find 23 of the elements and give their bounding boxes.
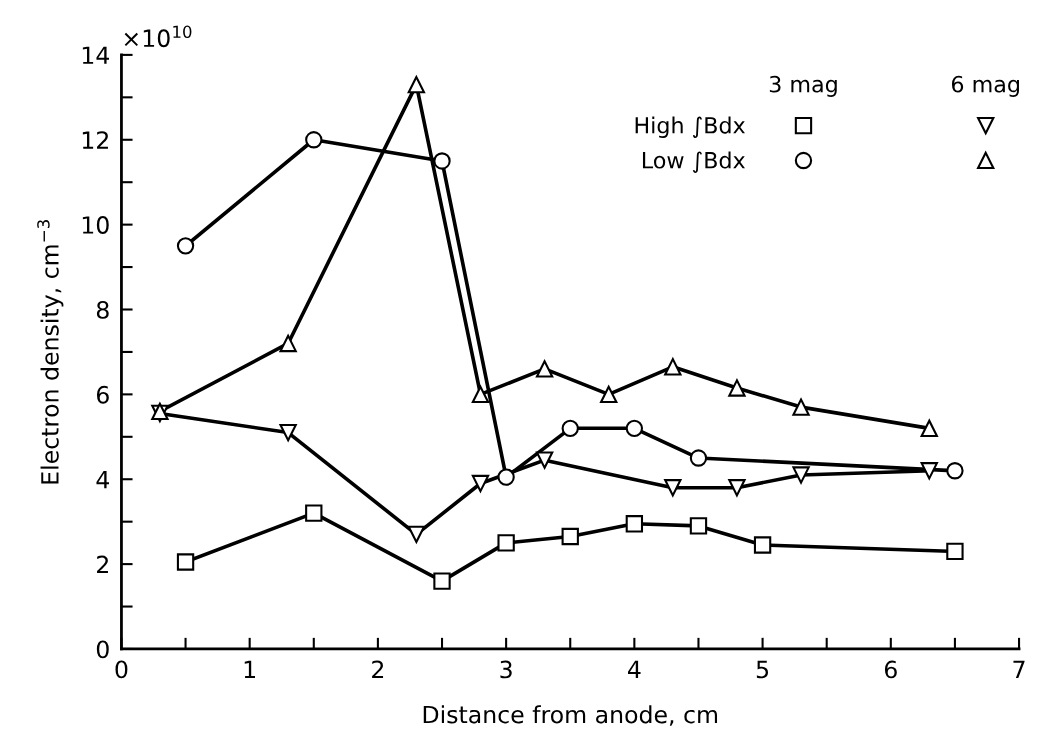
- annotation: 3 mag: [769, 75, 837, 97]
- x-tick-label: 7: [1013, 660, 1025, 679]
- y-tick-label: 12: [82, 131, 108, 149]
- annotation: 6 mag: [951, 75, 1019, 97]
- x-tick-label: 4: [628, 660, 641, 679]
- y-tick-label: 4: [96, 471, 109, 489]
- x-tick-label: 2: [372, 660, 384, 679]
- y-tick-label: 10: [82, 216, 109, 234]
- x-tick-label: 5: [756, 660, 769, 679]
- x-tick-label: 3: [500, 660, 512, 679]
- y-tick-label: 8: [96, 300, 109, 319]
- x-tick-label: 1: [244, 660, 255, 679]
- x-tick-label: 0: [115, 660, 128, 679]
- y-tick-label: 14: [82, 46, 109, 64]
- text: ×10$^{10}$: [124, 25, 192, 48]
- legend-label: Low ∫Bdx: [642, 151, 745, 174]
- y-tick-label: 6: [96, 385, 109, 404]
- y-tick-label: 2: [97, 555, 108, 574]
- x-axis-title: Distance from anode, cm: [423, 705, 718, 726]
- legend-label: High ∫Bdx: [635, 116, 745, 139]
- x-tick-label: 6: [884, 660, 897, 679]
- y-tick-label: 0: [96, 640, 109, 659]
- y-axis-title: Electron density, cm$^{−3}$: [37, 220, 64, 484]
